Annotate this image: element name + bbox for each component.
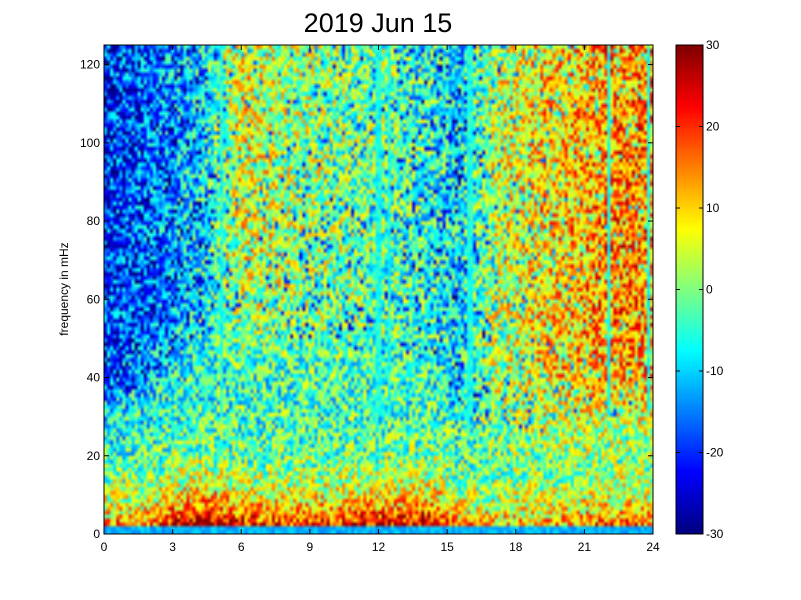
plot-area	[103, 44, 654, 535]
x-tick-label: 9	[307, 540, 314, 554]
spectrogram-heatmap	[104, 45, 653, 534]
colorbar-tick-label: -20	[706, 446, 724, 460]
y-axis-label: frequency in mHz	[57, 242, 71, 335]
colorbar: 30 20 10 0 -10 -20 -30	[675, 38, 724, 541]
colorbar-tick-label: -10	[706, 364, 724, 378]
colorbar-ticks: 30 20 10 0 -10 -20 -30	[676, 38, 724, 541]
y-tick-label: 0	[93, 527, 100, 541]
y-tick-label: 60	[87, 292, 101, 306]
y-tick-label: 100	[80, 136, 100, 150]
colorbar-tick-label: 0	[706, 283, 713, 297]
colorbar-tick-label: -30	[706, 527, 724, 541]
colorbar-gradient	[676, 45, 703, 534]
x-tick-label: 24	[646, 540, 660, 554]
colorbar-tick-label: 10	[706, 201, 720, 215]
chart-title: 2019 Jun 15	[304, 8, 453, 38]
x-tick-label: 0	[101, 540, 108, 554]
colorbar-tick-label: 20	[706, 120, 720, 134]
x-tick-label: 18	[509, 540, 523, 554]
y-tick-label: 120	[80, 58, 100, 72]
y-tick-label: 20	[87, 449, 101, 463]
y-tick-label: 40	[87, 371, 101, 385]
colorbar-tick-label: 30	[706, 38, 720, 52]
x-tick-label: 3	[169, 540, 176, 554]
x-axis: 0 3 6 9 12 15 18 21 24	[101, 45, 660, 554]
x-tick-label: 12	[372, 540, 386, 554]
y-tick-label: 80	[87, 214, 101, 228]
x-tick-label: 21	[578, 540, 592, 554]
x-tick-label: 6	[238, 540, 245, 554]
x-tick-label: 15	[440, 540, 454, 554]
y-axis: 0 20 40 60 80 100 120	[80, 58, 653, 541]
